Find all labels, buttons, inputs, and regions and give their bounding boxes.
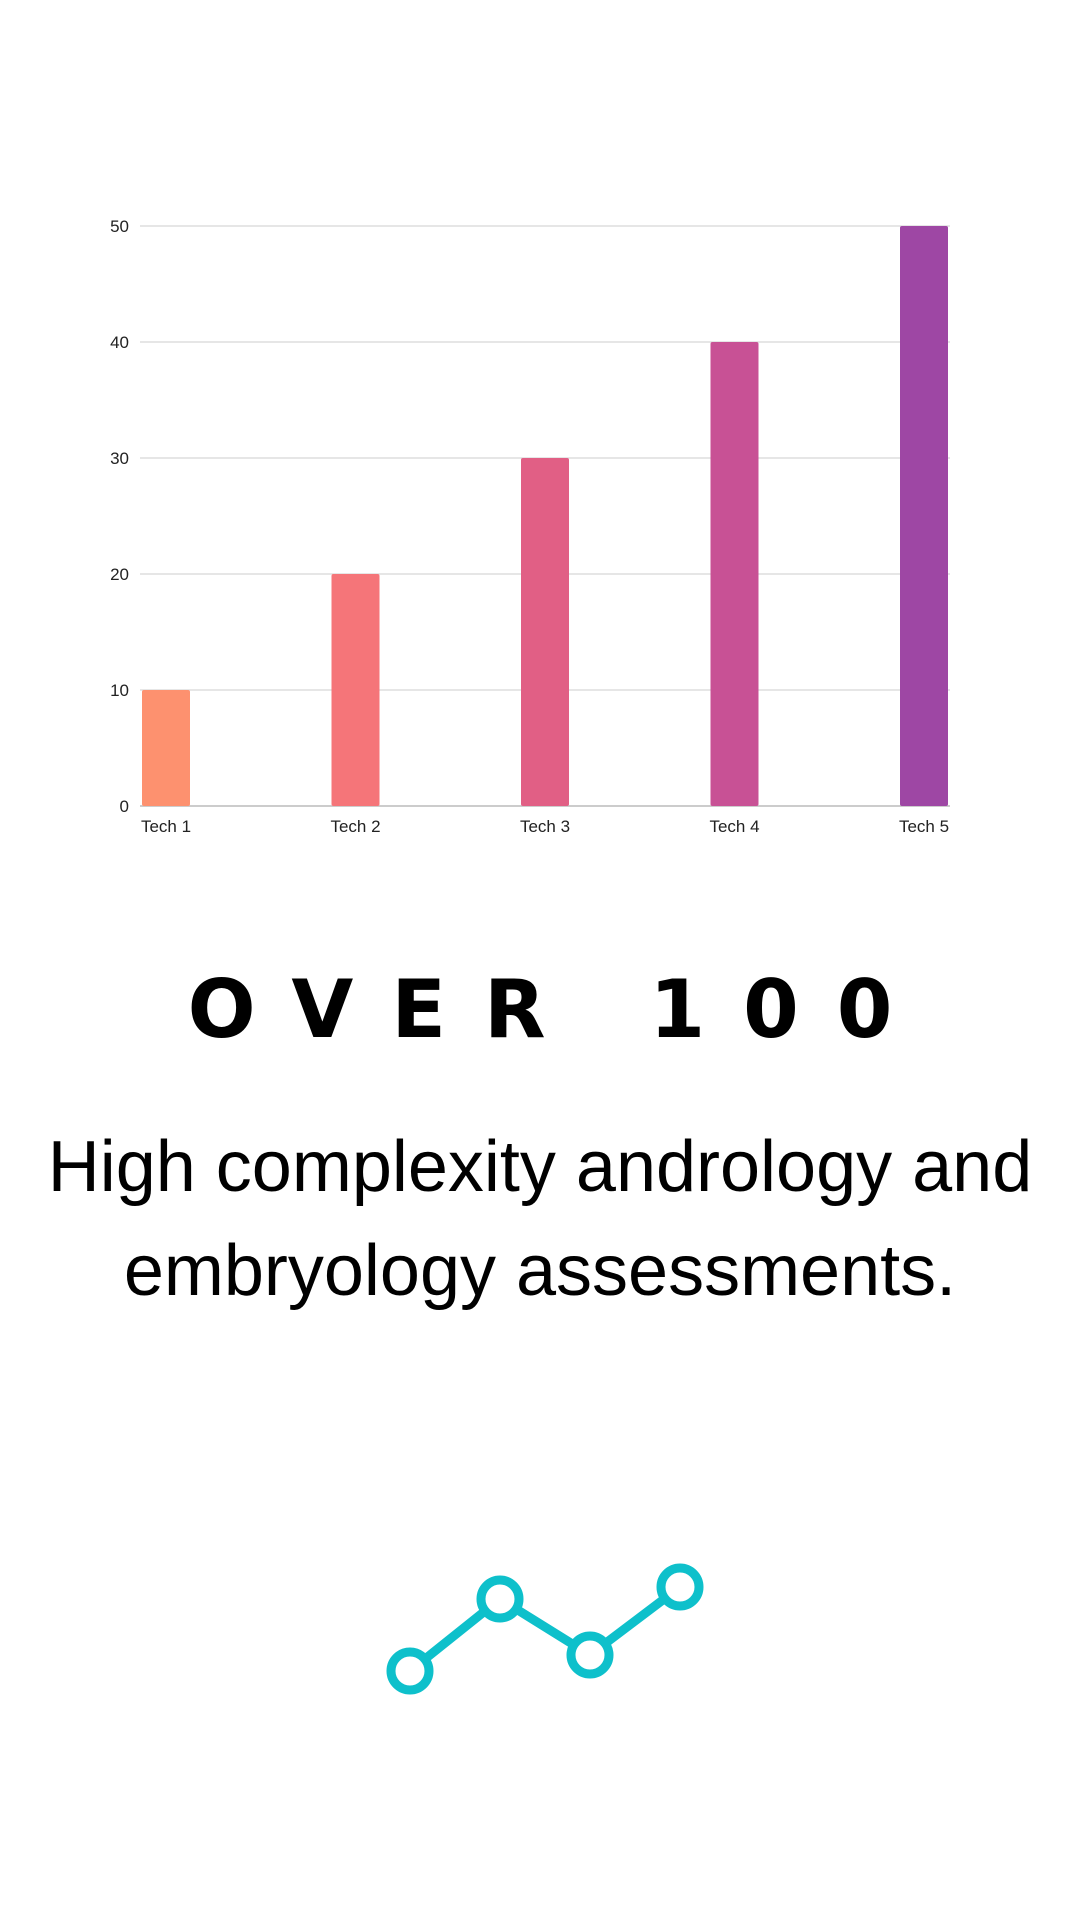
x-tick-label: Tech 5 (899, 817, 949, 836)
x-tick-label: Tech 3 (520, 817, 570, 836)
trend-node-4 (656, 1563, 704, 1611)
headline: OVER 100 (187, 963, 931, 1056)
y-tick-label: 30 (110, 449, 129, 468)
subtitle-line-1: High complexity andrology and (47, 1127, 1033, 1207)
bar-2 (331, 574, 380, 806)
trend-node-3 (566, 1631, 614, 1679)
y-tick-label: 40 (110, 333, 129, 352)
trend-node-1 (386, 1647, 434, 1695)
trend-line-path (405, 1582, 685, 1676)
x-tick-label: Tech 4 (709, 817, 759, 836)
subtitle-line-2: embryology assessments. (123, 1231, 957, 1311)
subtitle: High complexity andrology and embryology… (0, 1115, 1080, 1323)
y-tick-label: 50 (110, 217, 129, 236)
x-tick-label: Tech 2 (330, 817, 380, 836)
bar-3 (521, 458, 569, 806)
x-tick-label: Tech 1 (141, 817, 191, 836)
bar-5 (900, 226, 948, 806)
y-tick-label: 20 (110, 565, 129, 584)
trend-line-icon (386, 1563, 704, 1695)
bar-4 (710, 342, 759, 806)
bar-1 (142, 690, 190, 806)
bar-chart: 0 10 20 30 40 50 Tech 1 Tech 2 Tech 3 Tech 4 Tech … (110, 217, 950, 836)
y-tick-label: 0 (120, 797, 129, 816)
y-tick-label: 10 (110, 681, 129, 700)
trend-node-2 (476, 1575, 524, 1623)
